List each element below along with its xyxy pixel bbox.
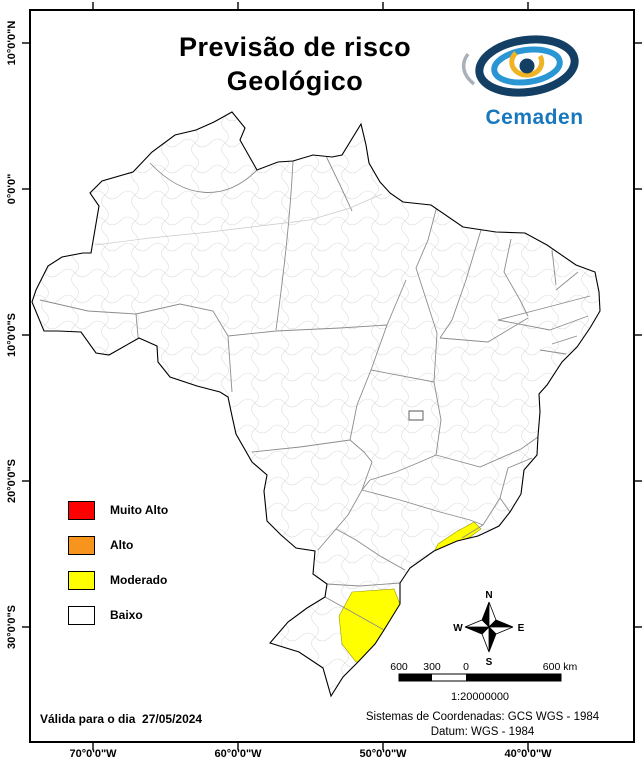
legend-label: Baixo xyxy=(110,608,143,622)
lon-label-40w: 40°0'0"W xyxy=(504,748,552,760)
legend-label: Alto xyxy=(110,538,134,552)
df-square xyxy=(408,410,424,421)
risk-region-rs xyxy=(338,588,404,663)
cemaden-logo-icon xyxy=(461,35,579,97)
lon-label-60w: 60°0'0"W xyxy=(214,748,262,760)
validity-text: Válida para o dia 27/05/2024 xyxy=(40,712,203,726)
state-borders xyxy=(39,155,591,631)
lat-label-10n: 10°0'0"N xyxy=(6,20,18,66)
legend-label: Moderado xyxy=(110,573,168,587)
legend-item: Baixo xyxy=(68,605,168,625)
lat-label-20s: 20°0'0"S xyxy=(6,458,18,504)
brazil-outline xyxy=(31,111,601,698)
legend-item: Moderado xyxy=(68,570,168,590)
map-frame xyxy=(29,9,635,743)
scale-label-300: 300 xyxy=(423,661,441,673)
coordinate-system-block: Sistemas de Coordenadas: GCS WGS - 1984 … xyxy=(345,710,620,740)
legend-item: Alto xyxy=(68,535,168,555)
compass-w: W xyxy=(453,623,463,634)
lat-label-0: 0°0'0" xyxy=(6,173,18,205)
legend-swatch-moderado xyxy=(68,570,95,590)
lat-label-30s: 30°0'0"S xyxy=(6,604,18,650)
lon-label-70w: 70°0'0"W xyxy=(69,748,117,760)
compass-n: N xyxy=(485,590,492,601)
map-title-line2: Geológico xyxy=(226,66,364,96)
cemaden-logo-text: Cemaden xyxy=(485,106,584,129)
legend-item: Muito Alto xyxy=(68,500,168,520)
coordinate-system-text: Sistemas de Coordenadas: GCS WGS - 1984 xyxy=(365,711,600,723)
legend-label: Muito Alto xyxy=(110,503,169,517)
map-title-line1: Previsão de risco xyxy=(178,32,412,62)
scale-label-0: 0 xyxy=(463,661,469,673)
legend-swatch-alto xyxy=(68,535,95,555)
legend-swatch-baixo xyxy=(68,605,95,625)
compass-s: S xyxy=(486,657,493,668)
lon-label-50w: 50°0'0"W xyxy=(359,748,407,760)
graticule-ticks xyxy=(22,2,642,750)
scale-bar xyxy=(398,673,562,682)
scale-ratio: 1:20000000 xyxy=(450,691,510,703)
scale-label-600-right: 600 km xyxy=(542,661,578,673)
legend: Muito Alto Alto Moderado Baixo xyxy=(68,500,168,640)
lat-label-10s: 10°0'0"S xyxy=(6,312,18,358)
compass-rose: N S W E xyxy=(453,590,524,668)
cemaden-logo: Cemaden xyxy=(452,26,617,130)
compass-e: E xyxy=(518,623,525,634)
amazon-river-line xyxy=(94,193,383,246)
legend-swatch-muito-alto xyxy=(68,500,95,520)
datum-text: Datum: WGS - 1984 xyxy=(430,726,535,738)
scale-label-600-left: 600 xyxy=(390,661,408,673)
page-title: Previsão de risco Geológico xyxy=(100,30,490,98)
